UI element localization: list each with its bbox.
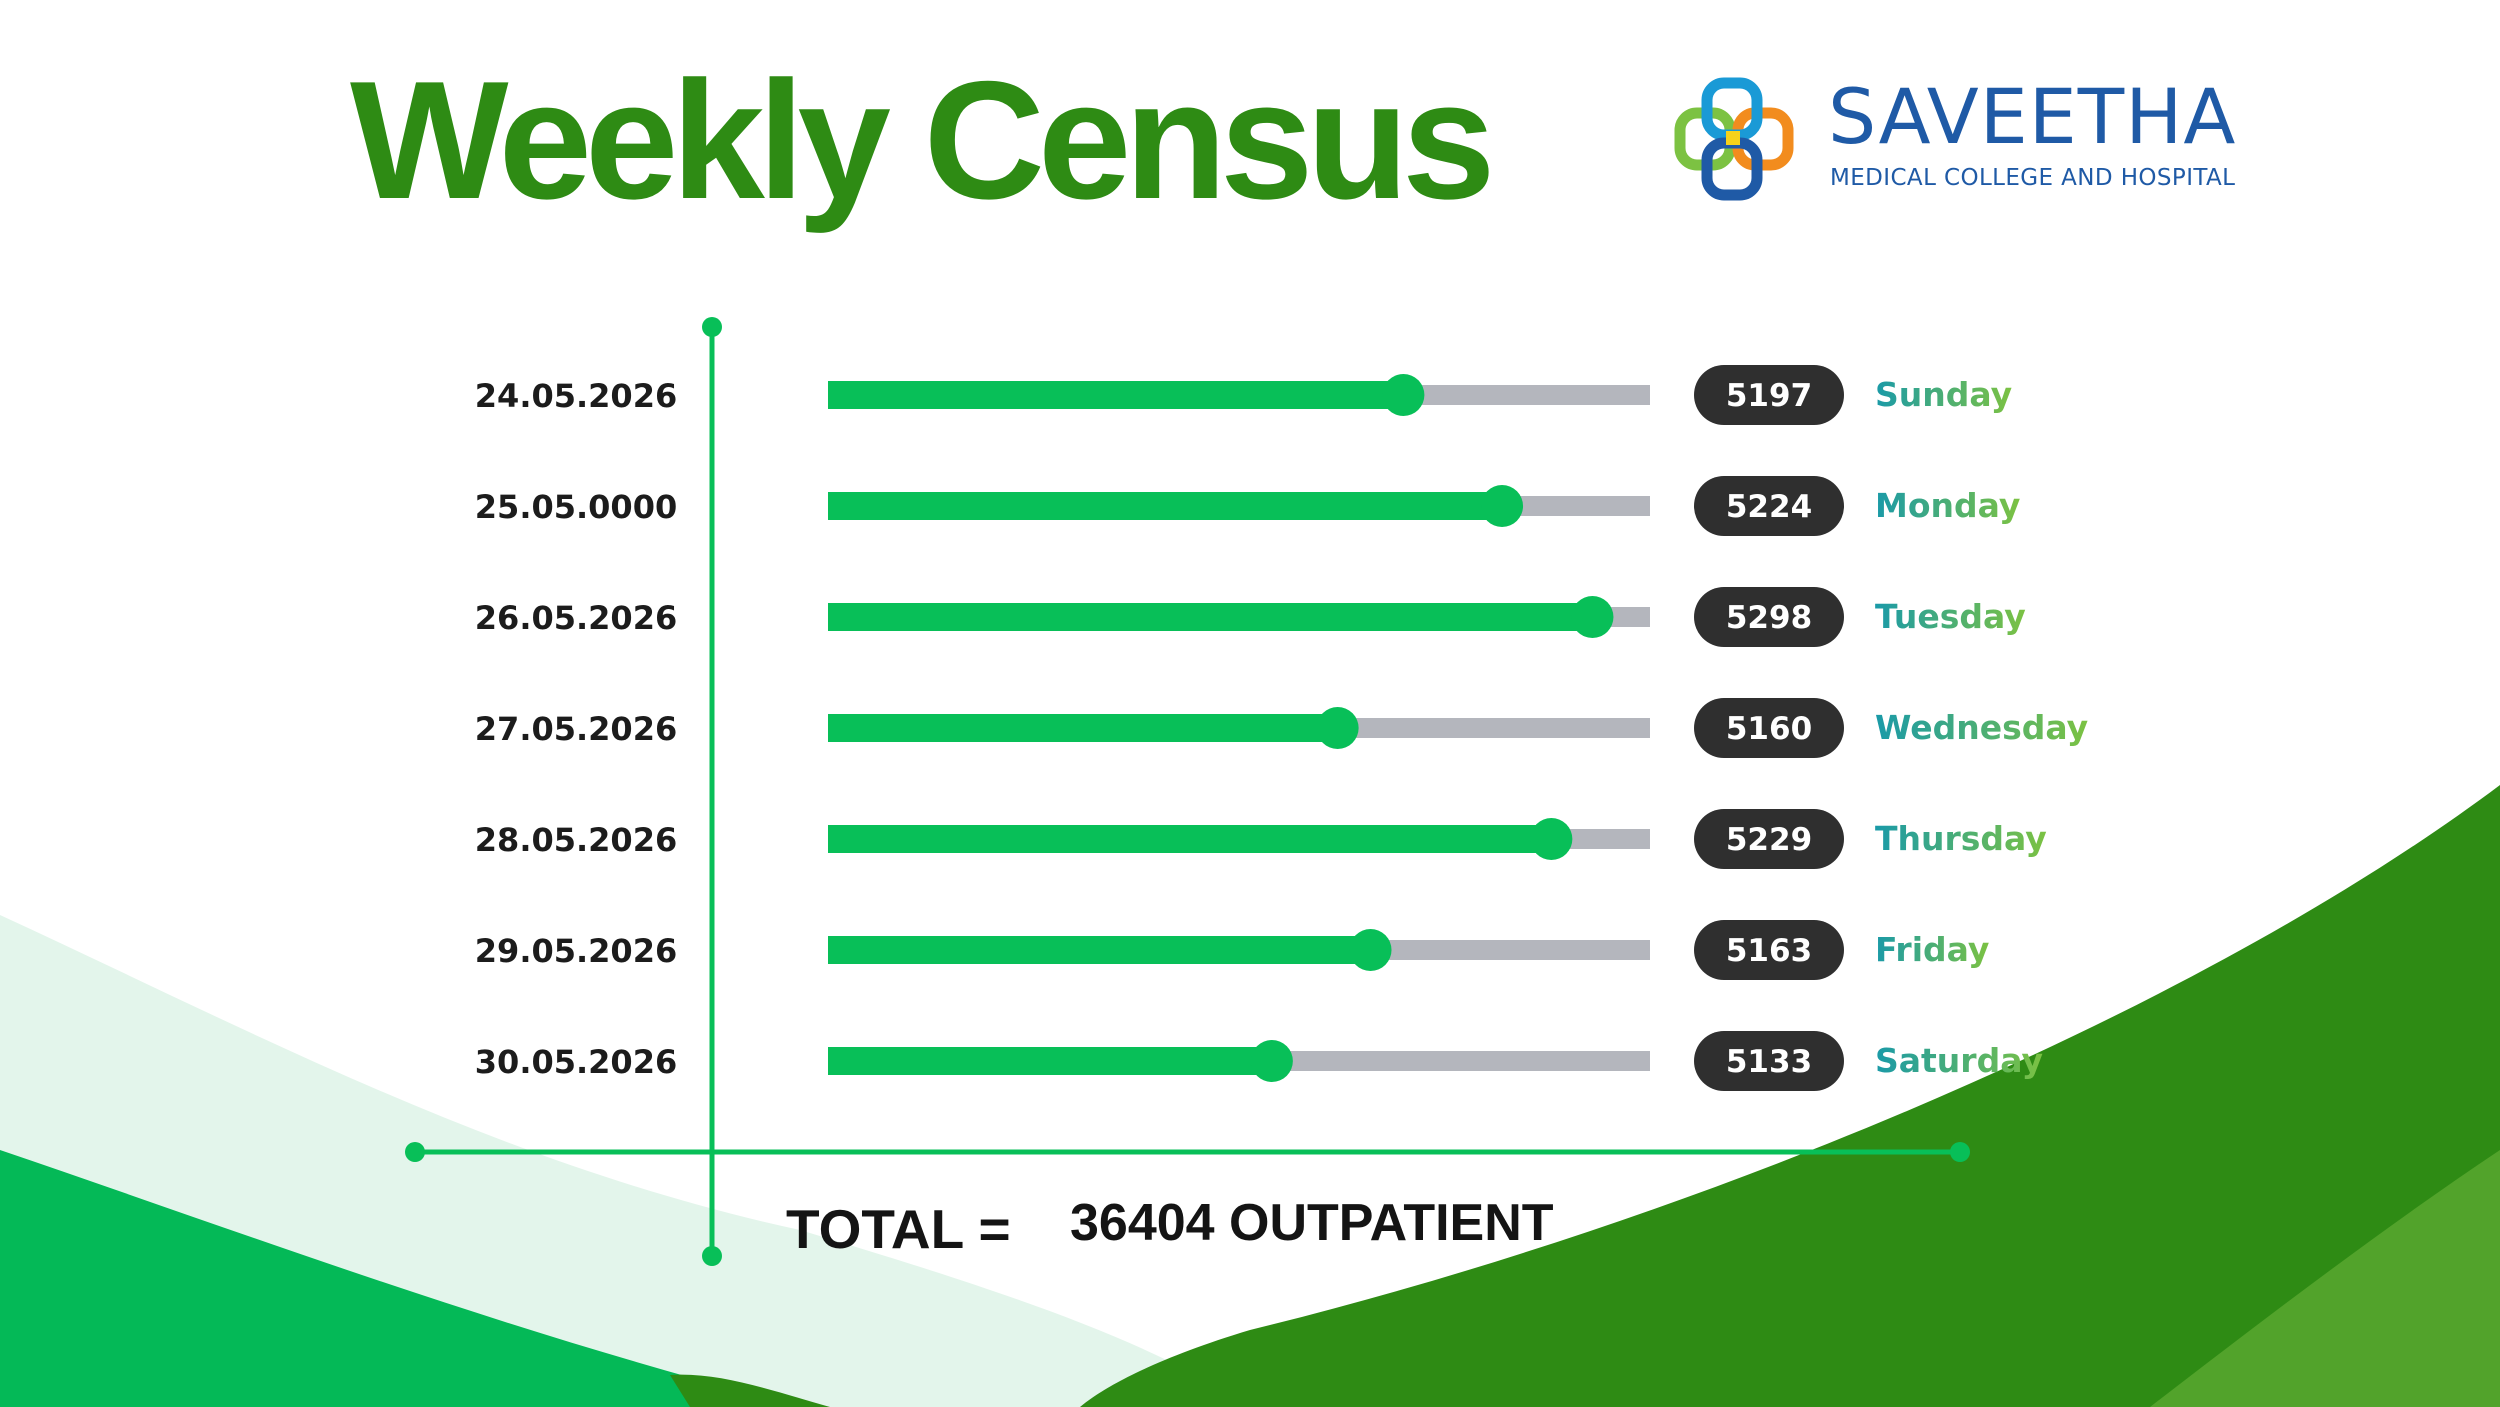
light-green-wedge [2150, 1150, 2500, 1407]
value-pill [1694, 1031, 1844, 1091]
value-label: 5163 [1726, 933, 1812, 969]
day-label: Wednesday [1875, 708, 2088, 747]
brand-name: SAVEETHA [1828, 72, 2237, 161]
value-label: 5197 [1726, 378, 1812, 414]
day-label: Monday [1875, 486, 2020, 525]
total-value: 36404 OUTPATIENT [1070, 1194, 1554, 1252]
value-pill [1694, 476, 1844, 536]
date-label: 26.05.2026 [475, 599, 677, 637]
value-pill [1694, 809, 1844, 869]
value-pill [1694, 920, 1844, 980]
value-label: 5229 [1726, 822, 1812, 858]
vertical-axis-bottom-dot [702, 1246, 722, 1266]
hospital-logo: SAVEETHA MEDICAL COLLEGE AND HOSPITAL [1670, 75, 2240, 215]
date-label: 25.05.0000 [475, 488, 677, 526]
date-label: 29.05.2026 [475, 932, 677, 970]
value-pill [1694, 698, 1844, 758]
bar-knob [1382, 374, 1425, 416]
bar-knob [1571, 596, 1614, 638]
bar-fill [828, 1047, 1272, 1075]
value-label: 5298 [1726, 600, 1812, 636]
bar-knob [1481, 485, 1524, 527]
day-label: Friday [1875, 930, 1989, 969]
day-label: Tuesday [1875, 597, 2026, 636]
horizontal-axis-left-dot [405, 1142, 425, 1162]
value-label: 5224 [1726, 489, 1812, 525]
total-label: TOTAL = [786, 1198, 1011, 1260]
value-pill [1694, 365, 1844, 425]
date-label: 27.05.2026 [475, 710, 677, 748]
bar-fill [828, 936, 1371, 964]
page-title: Weekly Census [350, 46, 1495, 234]
value-label: 5133 [1726, 1044, 1812, 1080]
green-swoosh-left [0, 1150, 800, 1407]
bar-fill [828, 825, 1552, 853]
day-label: Saturday [1875, 1041, 2043, 1080]
vertical-axis-top-dot [702, 317, 722, 337]
bar-knob [1530, 818, 1573, 860]
value-label: 5160 [1726, 711, 1812, 747]
date-label: 24.05.2026 [475, 377, 677, 415]
brand-subtitle: MEDICAL COLLEGE AND HOSPITAL [1830, 165, 2236, 191]
bar-knob [1316, 707, 1359, 749]
bar-fill [828, 603, 1593, 631]
green-swoosh-small [670, 1374, 830, 1407]
dark-green-hill-right [1080, 785, 2500, 1407]
date-label: 30.05.2026 [475, 1043, 677, 1081]
bar-fill [828, 381, 1404, 409]
bar-fill [828, 492, 1503, 520]
date-label: 28.05.2026 [475, 821, 677, 859]
day-label: Thursday [1875, 819, 2047, 858]
value-pill [1694, 587, 1844, 647]
interlocking-rings-logo-icon [1674, 77, 1794, 201]
day-label: Sunday [1875, 375, 2012, 414]
bar-knob [1349, 929, 1392, 971]
bar-knob [1250, 1040, 1293, 1082]
bar-fill [828, 714, 1338, 742]
horizontal-axis-right-dot [1950, 1142, 1970, 1162]
